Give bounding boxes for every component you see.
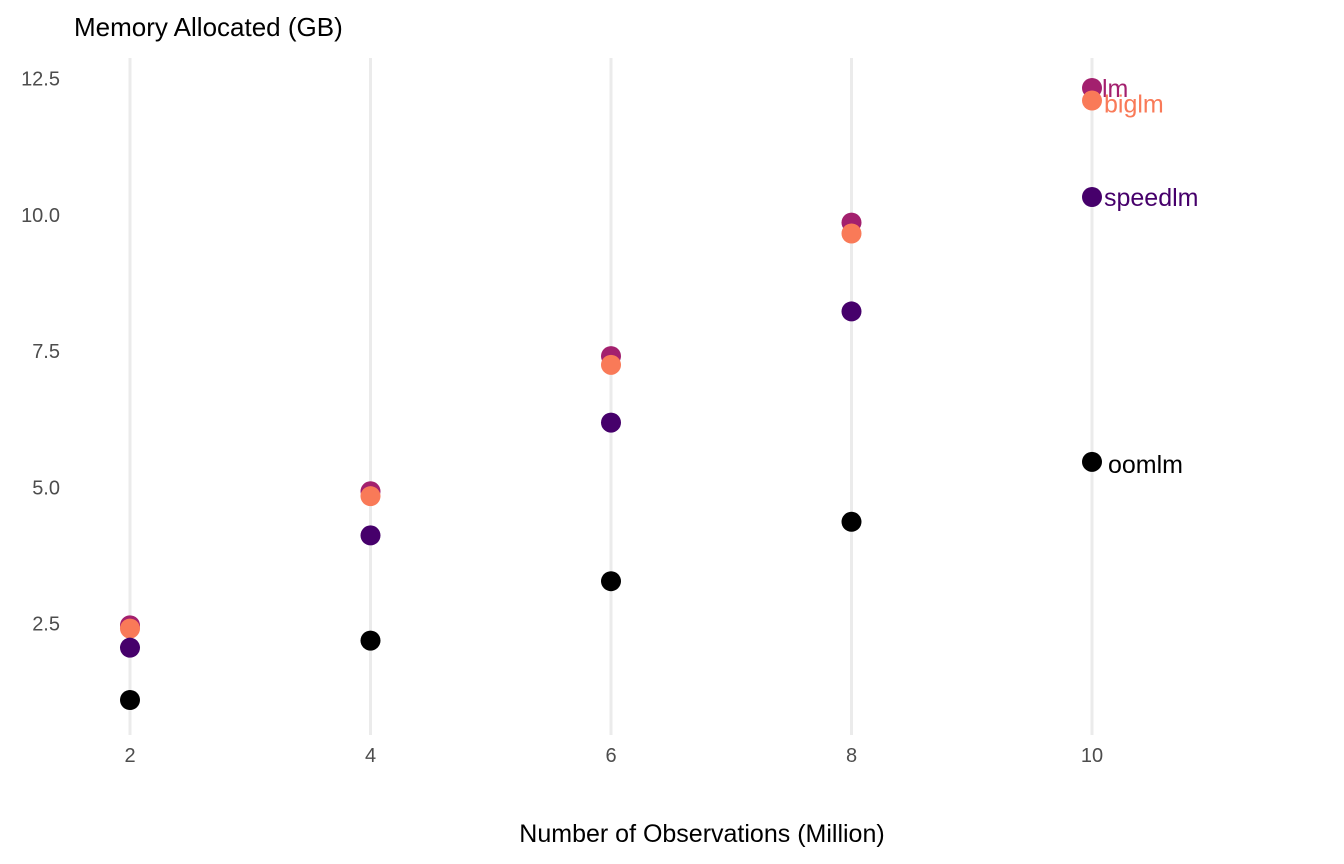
point-speedlm-x6	[601, 413, 621, 433]
y-tick-label: 7.5	[32, 341, 60, 363]
point-oomlm-x4	[361, 631, 381, 651]
point-speedlm-x10	[1082, 187, 1102, 207]
y-tick-label: 5.0	[32, 477, 60, 499]
point-biglm-x6	[601, 355, 621, 375]
point-oomlm-x10	[1082, 452, 1102, 472]
point-speedlm-x4	[361, 525, 381, 545]
y-tick-label: 2.5	[32, 614, 60, 636]
series-label-biglm: biglm	[1104, 91, 1164, 119]
point-speedlm-x2	[120, 638, 140, 658]
series-label-oomlm: oomlm	[1108, 451, 1183, 479]
x-axis-title: Number of Observations (Million)	[519, 820, 884, 848]
y-tick-label: 12.5	[21, 69, 60, 91]
point-biglm-x10	[1082, 91, 1102, 111]
x-tick-label: 2	[124, 745, 135, 767]
x-tick-label: 6	[605, 745, 616, 767]
x-tick-label: 10	[1081, 745, 1103, 767]
x-tick-label: 8	[846, 745, 857, 767]
point-oomlm-x8	[842, 512, 862, 532]
point-oomlm-x2	[120, 690, 140, 710]
y-tick-label: 10.0	[21, 205, 60, 227]
point-oomlm-x6	[601, 571, 621, 591]
point-biglm-x2	[120, 619, 140, 639]
grid-layer	[130, 58, 1092, 735]
point-biglm-x8	[842, 224, 862, 244]
point-biglm-x4	[361, 486, 381, 506]
x-tick-label: 4	[365, 745, 376, 767]
point-speedlm-x8	[842, 301, 862, 321]
chart-title: Memory Allocated (GB)	[74, 12, 343, 42]
series-label-speedlm: speedlm	[1104, 184, 1199, 212]
tick-layer: 2 4 6 8 10 2.5 5.0 7.5 10.0 12.5	[21, 69, 1103, 767]
